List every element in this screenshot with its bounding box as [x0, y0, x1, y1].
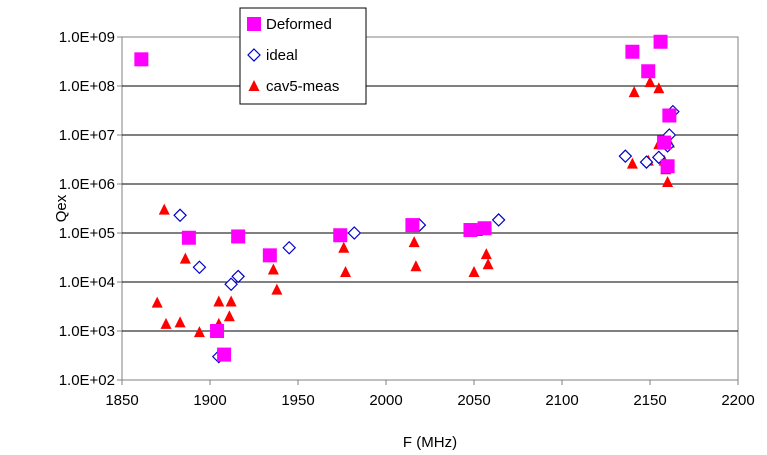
y-tick-label: 1.0E+03 [59, 323, 115, 340]
legend-label: cav5-meas [266, 78, 339, 95]
data-point [463, 223, 478, 238]
data-point [653, 82, 665, 94]
data-point [271, 283, 283, 295]
y-tick-label: 1.0E+02 [59, 372, 115, 389]
data-point [223, 310, 235, 322]
data-point [134, 52, 149, 67]
y-tick-label: 1.0E+08 [59, 78, 115, 95]
data-point [193, 326, 205, 338]
data-point [224, 277, 238, 292]
data-point [173, 208, 187, 223]
data-point [210, 324, 225, 338]
data-point [625, 44, 640, 59]
x-tick-label: 2050 [457, 392, 490, 409]
x-tick-label: 2000 [369, 392, 402, 409]
y-tick-label: 1.0E+05 [59, 225, 115, 242]
data-point [347, 226, 362, 240]
y-axis-title: Qex [53, 194, 70, 222]
data-point [408, 236, 420, 248]
legend-label: ideal [266, 47, 298, 64]
data-point [217, 347, 232, 362]
data-point [626, 157, 638, 169]
data-point [491, 213, 506, 227]
legend-marker-deformed [247, 17, 261, 31]
data-point [267, 263, 279, 275]
series-deformed [134, 34, 677, 362]
y-tick-label: 1.0E+06 [59, 176, 115, 193]
legend-label: Deformed [266, 16, 332, 33]
data-point [618, 149, 633, 164]
legend-marker-cav5-meas [248, 80, 260, 91]
data-point [657, 135, 672, 150]
data-point [639, 155, 654, 169]
x-axis-title: F (MHz) [403, 434, 457, 451]
data-point [662, 175, 674, 187]
data-point [158, 203, 170, 215]
data-point [333, 228, 348, 243]
series-cav5-meas [151, 76, 675, 338]
data-point [192, 260, 207, 275]
data-point [181, 230, 196, 245]
data-point [231, 269, 246, 284]
data-point [231, 229, 246, 244]
data-point [338, 241, 350, 253]
data-point [410, 260, 422, 272]
data-point [405, 218, 420, 233]
data-point [340, 265, 352, 277]
y-tick-label: 1.0E+09 [59, 29, 115, 46]
x-axis-ticks: 1850 1900 1950 2000 2050 2100 2150 2200 [105, 380, 755, 409]
data-point [662, 108, 677, 123]
data-point [282, 240, 297, 255]
legend: Deformed ideal cav5-meas [239, 7, 367, 105]
data-point [262, 248, 277, 263]
x-tick-label: 2200 [721, 392, 754, 409]
legend-marker-ideal [247, 48, 261, 62]
y-axis-ticks: 1.0E+02 1.0E+03 1.0E+04 1.0E+05 1.0E+06 1.0E+… [59, 29, 122, 389]
data-point [151, 296, 163, 308]
data-point [477, 221, 492, 236]
x-tick-label: 2150 [633, 392, 666, 409]
data-point [482, 258, 494, 270]
data-point [644, 76, 656, 88]
data-markers [134, 34, 680, 364]
data-point [225, 295, 237, 307]
grid-lines [122, 85, 738, 332]
data-point [480, 248, 492, 260]
data-point [653, 34, 668, 49]
data-point [660, 159, 675, 174]
x-tick-label: 1950 [281, 392, 314, 409]
x-tick-label: 1850 [105, 392, 138, 409]
data-point [628, 86, 640, 98]
x-tick-label: 2100 [545, 392, 578, 409]
data-point [179, 252, 191, 264]
data-point [213, 295, 225, 307]
data-point [641, 64, 656, 79]
x-tick-label: 1900 [193, 392, 226, 409]
data-point [174, 316, 186, 328]
data-point [468, 265, 480, 277]
data-point [160, 317, 172, 329]
y-tick-label: 1.0E+07 [59, 127, 115, 144]
y-tick-label: 1.0E+04 [59, 274, 115, 291]
